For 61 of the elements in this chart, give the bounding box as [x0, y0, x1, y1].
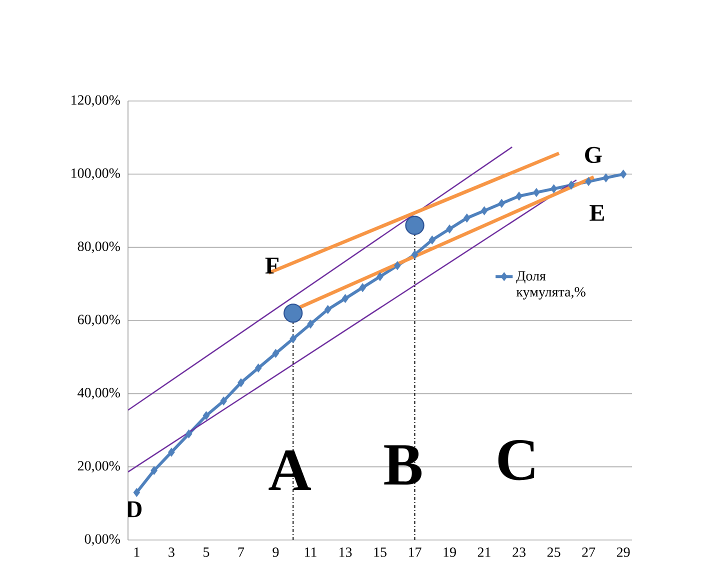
- x-tick-label: 21: [478, 548, 490, 557]
- legend-label: Доля кумулята,%: [516, 271, 586, 300]
- point: [307, 320, 314, 329]
- point: [359, 283, 366, 292]
- x-tick-label: 1: [134, 548, 140, 557]
- point: [272, 348, 280, 358]
- y-tick-label: 120,00%: [72, 95, 120, 107]
- point: [411, 250, 418, 260]
- point: [220, 396, 228, 406]
- point: [185, 429, 192, 438]
- point: [168, 448, 175, 457]
- point: [342, 294, 349, 304]
- x-tick-label: 29: [616, 548, 630, 557]
- x-tick-label: 13: [339, 548, 352, 557]
- x-tick-label: 7: [238, 548, 244, 557]
- annotation: B: [384, 445, 422, 485]
- x-tick-label: 23: [512, 548, 526, 557]
- point: [133, 488, 140, 497]
- point: [254, 363, 262, 373]
- x-tick-label: 15: [374, 548, 386, 557]
- y-tick-label: 100,00%: [72, 168, 120, 180]
- point: [290, 334, 297, 344]
- x-tick-label: 25: [547, 548, 560, 557]
- point: [376, 272, 384, 282]
- x-tick-label: 9: [272, 548, 279, 557]
- x-tick-label: 27: [582, 548, 596, 557]
- point: [284, 304, 303, 323]
- point: [238, 378, 244, 388]
- point: [568, 180, 575, 190]
- annotation: F: [265, 258, 278, 274]
- point: [602, 173, 610, 182]
- annotation: E: [590, 205, 604, 221]
- point: [463, 214, 470, 223]
- x-tick-label: 17: [408, 548, 422, 557]
- point: [620, 170, 627, 179]
- y-tick-label: 20,00%: [78, 461, 120, 473]
- x-tick-label: 3: [168, 548, 174, 557]
- y-tick-label: 40,00%: [78, 388, 120, 400]
- annotation: G: [585, 146, 602, 164]
- y-tick-label: 80,00%: [78, 242, 120, 254]
- point: [446, 224, 453, 234]
- point: [550, 184, 558, 194]
- annotation: A: [268, 450, 312, 490]
- point: [394, 261, 401, 270]
- x-tick-label: 5: [204, 548, 210, 557]
- point: [498, 198, 506, 208]
- x-tick-label: 19: [444, 548, 456, 557]
- point: [324, 304, 332, 314]
- y-tick-label: 60,00%: [78, 314, 120, 326]
- point: [202, 411, 210, 420]
- point: [516, 192, 522, 201]
- point: [585, 176, 592, 186]
- point: [480, 206, 488, 216]
- point: [405, 216, 424, 235]
- point: [428, 235, 436, 245]
- point: [150, 466, 158, 476]
- x-tick-label: 11: [304, 548, 316, 557]
- y-tick-label: 0,00%: [84, 534, 120, 546]
- point: [532, 188, 540, 198]
- annotation: C: [498, 440, 534, 480]
- annotation: D: [126, 501, 142, 518]
